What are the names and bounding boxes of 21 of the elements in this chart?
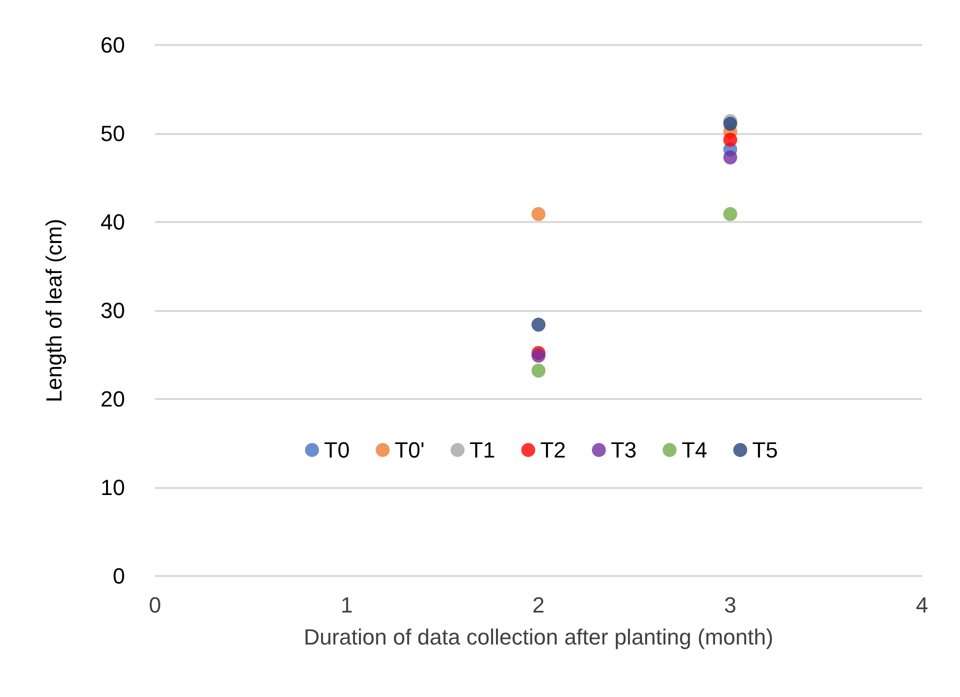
legend-label: T2 bbox=[540, 438, 566, 462]
y-tick-label: 40 bbox=[100, 210, 125, 234]
x-tick-label: 1 bbox=[340, 592, 353, 618]
x-axis-title: Duration of data collection after planting (month) bbox=[304, 624, 774, 650]
y-axis-title: Length of leaf (cm) bbox=[42, 218, 66, 402]
x-tick-label: 2 bbox=[532, 592, 545, 618]
y-tick-label: 0 bbox=[112, 564, 125, 588]
x-tick-label: 3 bbox=[724, 592, 736, 618]
x-tick-label: 0 bbox=[148, 592, 162, 618]
legend-label: T0 bbox=[324, 438, 350, 462]
x-tick-label: 4 bbox=[916, 592, 928, 618]
y-tick-label: 50 bbox=[100, 121, 125, 146]
legend-label: T0' bbox=[394, 438, 425, 462]
legend-label: T3 bbox=[610, 438, 637, 462]
y-tick-label: 60 bbox=[100, 32, 125, 58]
legend-label: T5 bbox=[752, 438, 778, 462]
y-tick-label: 10 bbox=[100, 475, 125, 500]
y-tick-label: 30 bbox=[100, 298, 125, 323]
legend-label: T4 bbox=[682, 438, 708, 462]
legend-label: T1 bbox=[470, 438, 496, 462]
y-tick-label: 20 bbox=[100, 386, 125, 412]
